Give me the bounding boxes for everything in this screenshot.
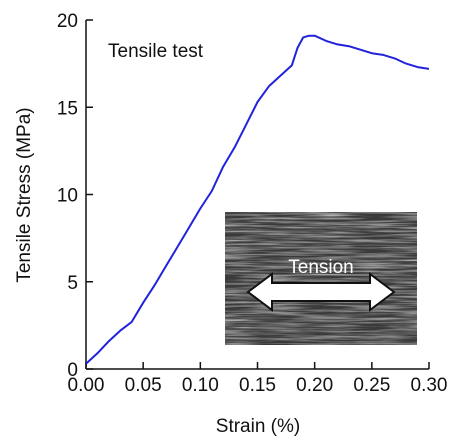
ticks: 0.00 0.05 0.10 0.15 0.20 0.25 0.30 0 5 10 15 20	[57, 11, 448, 396]
y-tick-label: 0	[67, 360, 78, 381]
double-arrow-icon	[246, 272, 396, 312]
stress-strain-line	[86, 34, 429, 365]
chart-annotation: Tensile test	[108, 41, 204, 62]
x-axis-title: Strain (%)	[216, 416, 300, 437]
x-tick-label: 0.15	[239, 375, 276, 396]
y-axis-title: Tensile Stress (MPa)	[14, 107, 35, 282]
y-tick-label: 5	[67, 273, 78, 294]
x-tick-label: 0.30	[411, 375, 448, 396]
inset-image: Tension	[225, 212, 417, 345]
x-tick-label: 0.25	[353, 375, 390, 396]
x-tick-label: 0.10	[182, 375, 219, 396]
inset-label: Tension	[288, 257, 354, 278]
y-tick-label: 15	[57, 98, 78, 119]
x-tick-label: 0.20	[296, 375, 333, 396]
inset-fibers	[225, 212, 417, 345]
x-tick-label: 0.05	[125, 375, 162, 396]
y-tick-label: 10	[57, 186, 78, 207]
x-tick-label: 0.00	[68, 375, 105, 396]
y-tick-label: 20	[57, 11, 78, 32]
